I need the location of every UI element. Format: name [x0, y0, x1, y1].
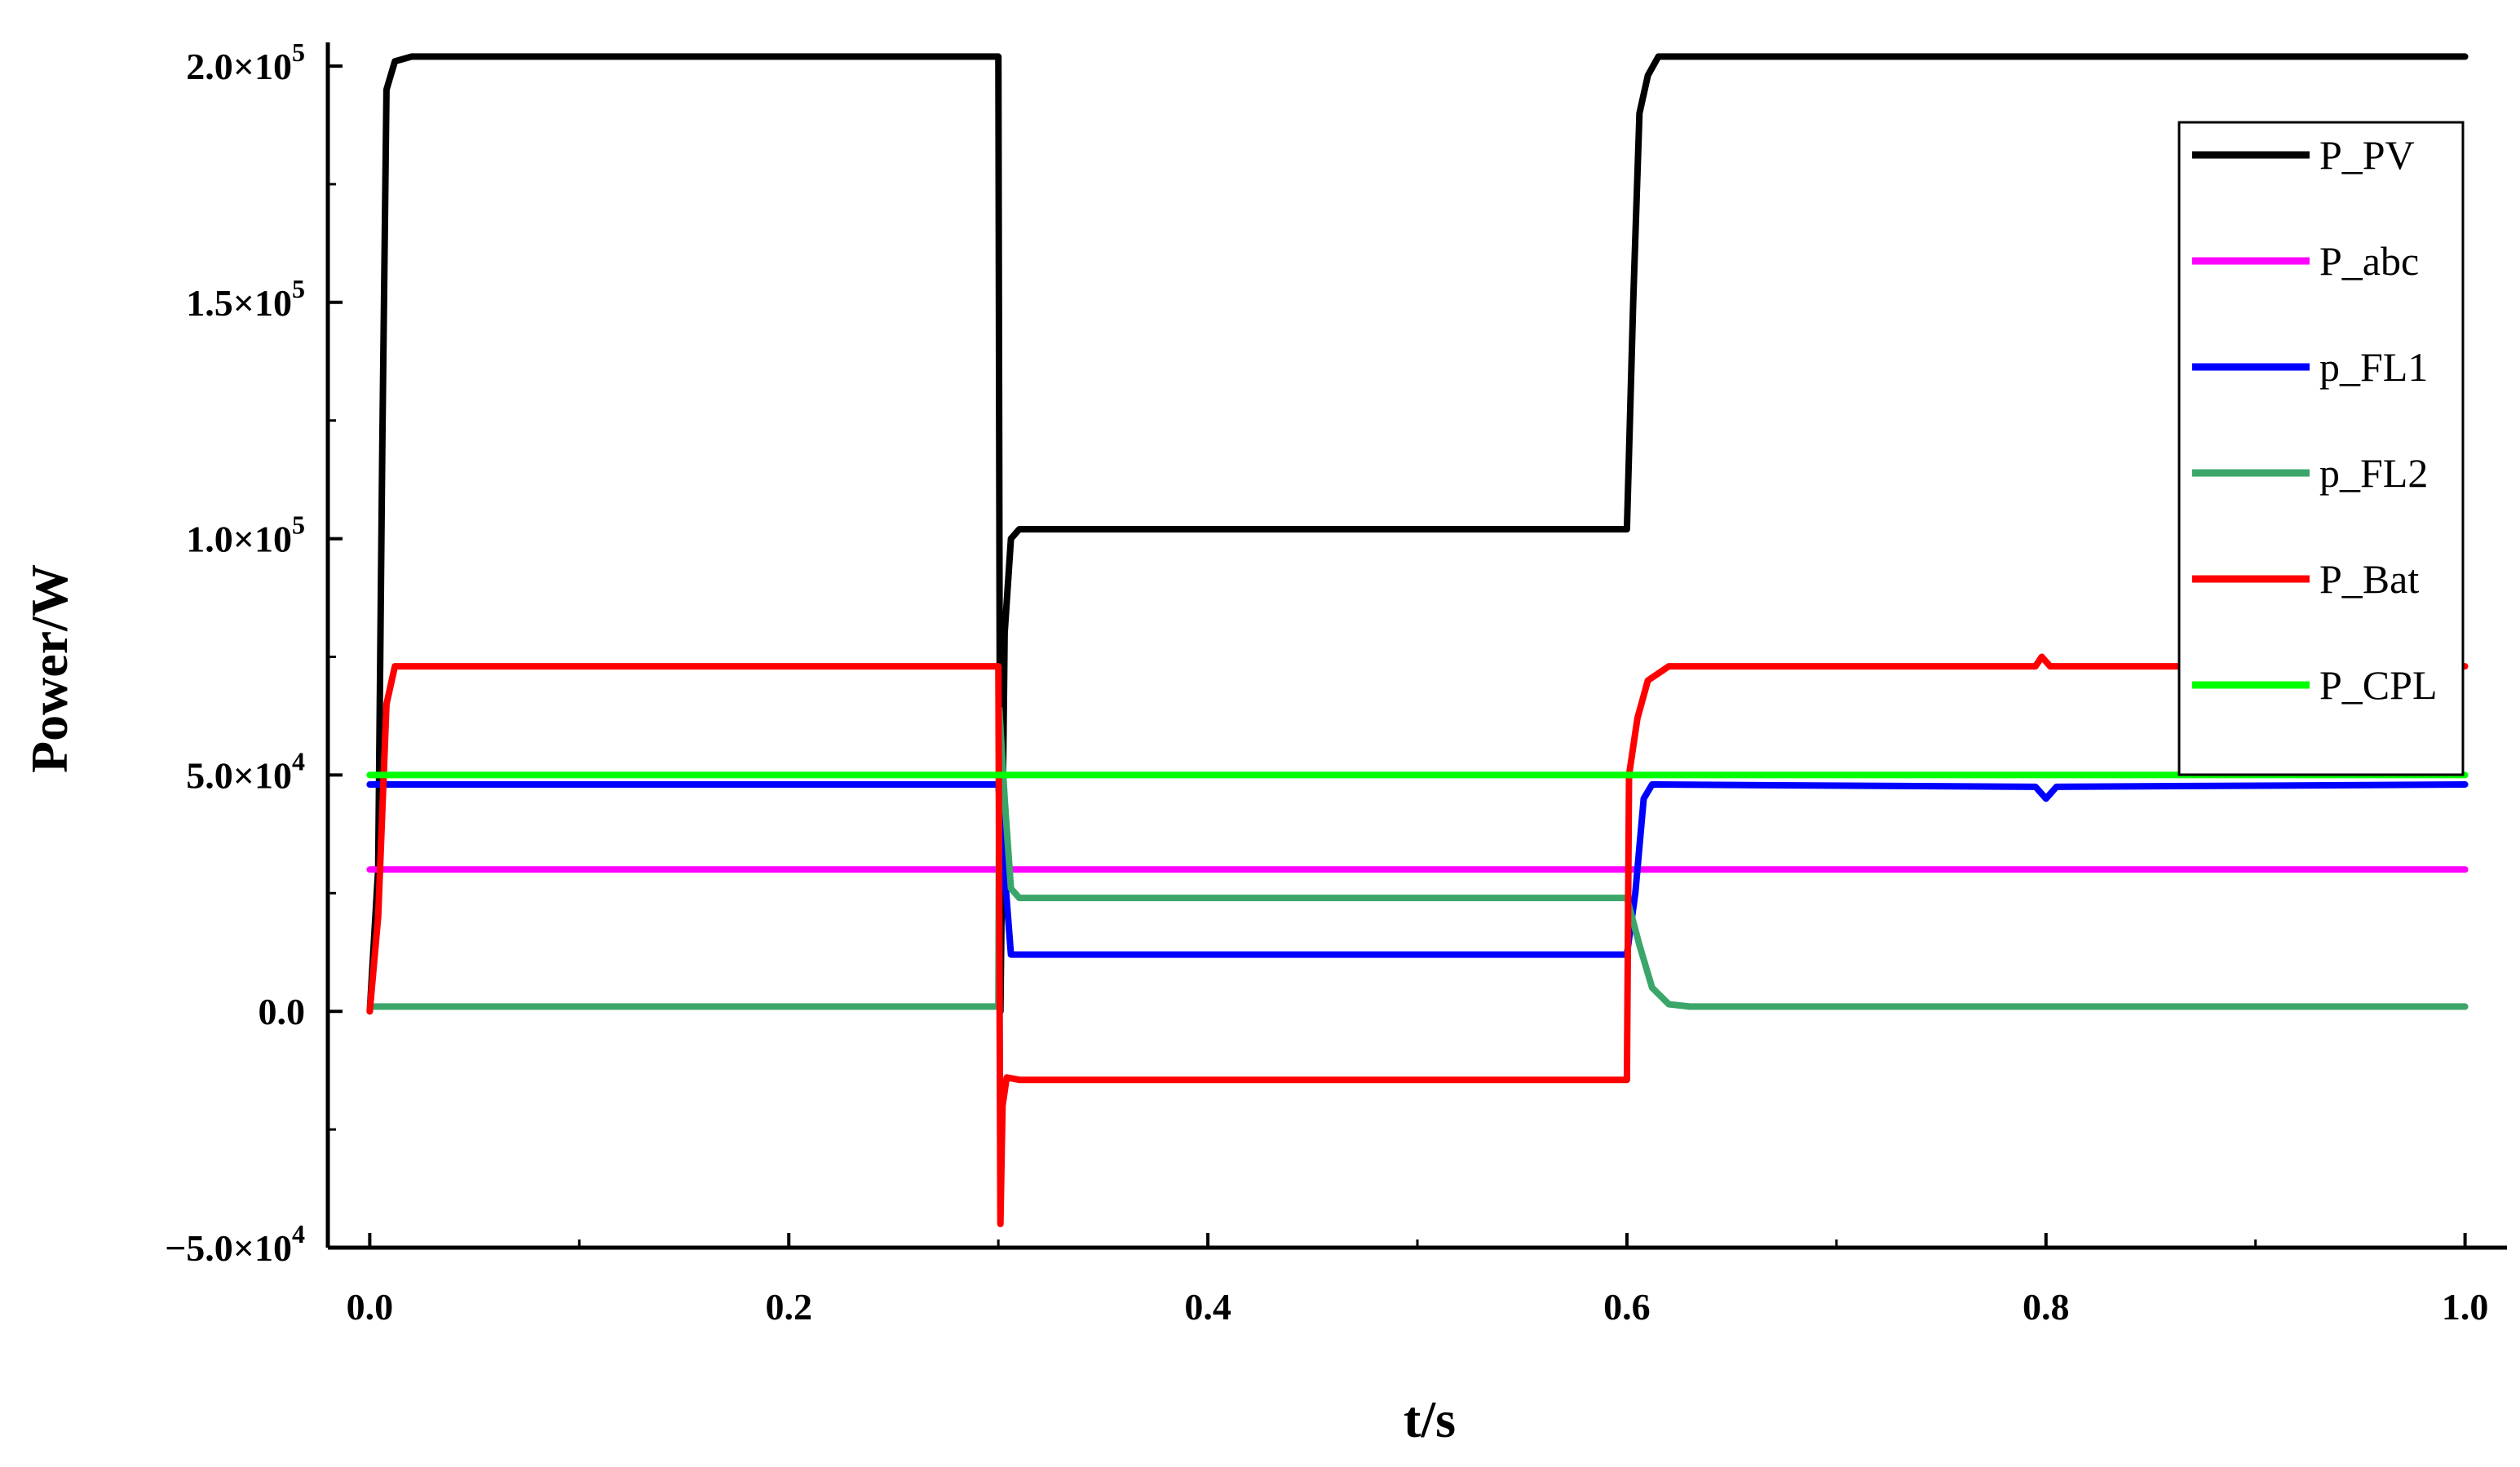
- series-line-p-pv: [366, 53, 2469, 1015]
- series-line-p-bat: [366, 653, 2469, 1227]
- legend-label: P_Bat: [2319, 556, 2419, 602]
- legend-label: p_FL1: [2319, 344, 2428, 390]
- x-tick-label: 1.0: [2442, 1286, 2489, 1328]
- y-tick-label: 0.0: [259, 991, 306, 1032]
- legend-label: P_PV: [2319, 132, 2415, 178]
- y-tick-label: 1.0×105: [186, 510, 305, 560]
- x-axis-title: t/s: [1404, 1390, 1456, 1448]
- legend-label: p_FL2: [2319, 450, 2428, 496]
- series-line-p-fl2: [366, 705, 2469, 1010]
- legend-label: P_abc: [2319, 238, 2419, 284]
- legend-box: [2177, 121, 2465, 776]
- x-tick-label: 0.0: [347, 1286, 394, 1328]
- y-axis-title: Power/W: [20, 564, 78, 773]
- y-tick-label: −5.0×104: [165, 1219, 305, 1269]
- y-tick-label: 2.0×105: [186, 38, 305, 87]
- y-tick-label: 5.0×104: [186, 746, 305, 796]
- y-tick-label: 1.5×105: [186, 274, 305, 324]
- x-tick-label: 0.6: [1603, 1286, 1651, 1328]
- legend-label: P_CPL: [2319, 662, 2438, 708]
- legend: P_PV P_abc p_FL1 p_FL2 P_Bat P_CPL: [2177, 121, 2465, 776]
- x-tick-label: 0.4: [1184, 1286, 1231, 1328]
- x-tick-label: 0.2: [765, 1286, 812, 1328]
- x-tick-label: 0.8: [2023, 1286, 2070, 1328]
